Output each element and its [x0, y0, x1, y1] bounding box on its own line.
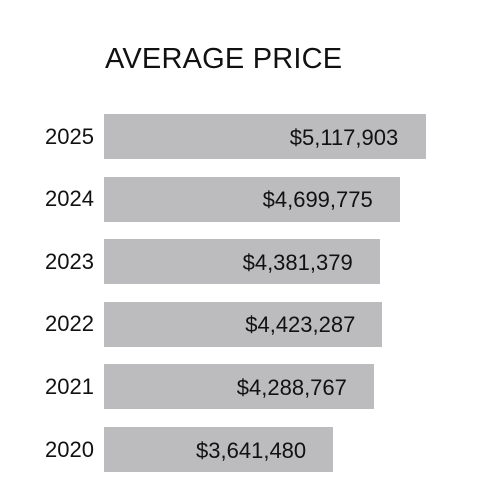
year-label: 2021: [45, 373, 94, 399]
chart-title: AVERAGE PRICE: [105, 43, 343, 75]
bar-value-label: $4,423,287: [245, 312, 356, 338]
bar-2025: [104, 114, 426, 159]
bar-value-label: $4,381,379: [242, 249, 353, 275]
bar-2020: [104, 427, 334, 472]
bar-2023: [104, 239, 380, 285]
year-label: 2025: [45, 123, 94, 149]
bar-value-label: $3,641,480: [196, 437, 307, 463]
bar-value-label: $4,699,775: [262, 187, 373, 213]
bar-2022: [104, 301, 383, 347]
bar-2021: [104, 364, 374, 410]
bar-2024: [104, 176, 400, 222]
year-label: 2022: [45, 311, 94, 337]
bar-value-label: $4,288,767: [236, 374, 347, 400]
bar-value-label: $5,117,903: [289, 124, 399, 150]
year-label: 2023: [45, 248, 94, 274]
year-label: 2020: [45, 436, 94, 462]
year-label: 2024: [45, 186, 94, 212]
